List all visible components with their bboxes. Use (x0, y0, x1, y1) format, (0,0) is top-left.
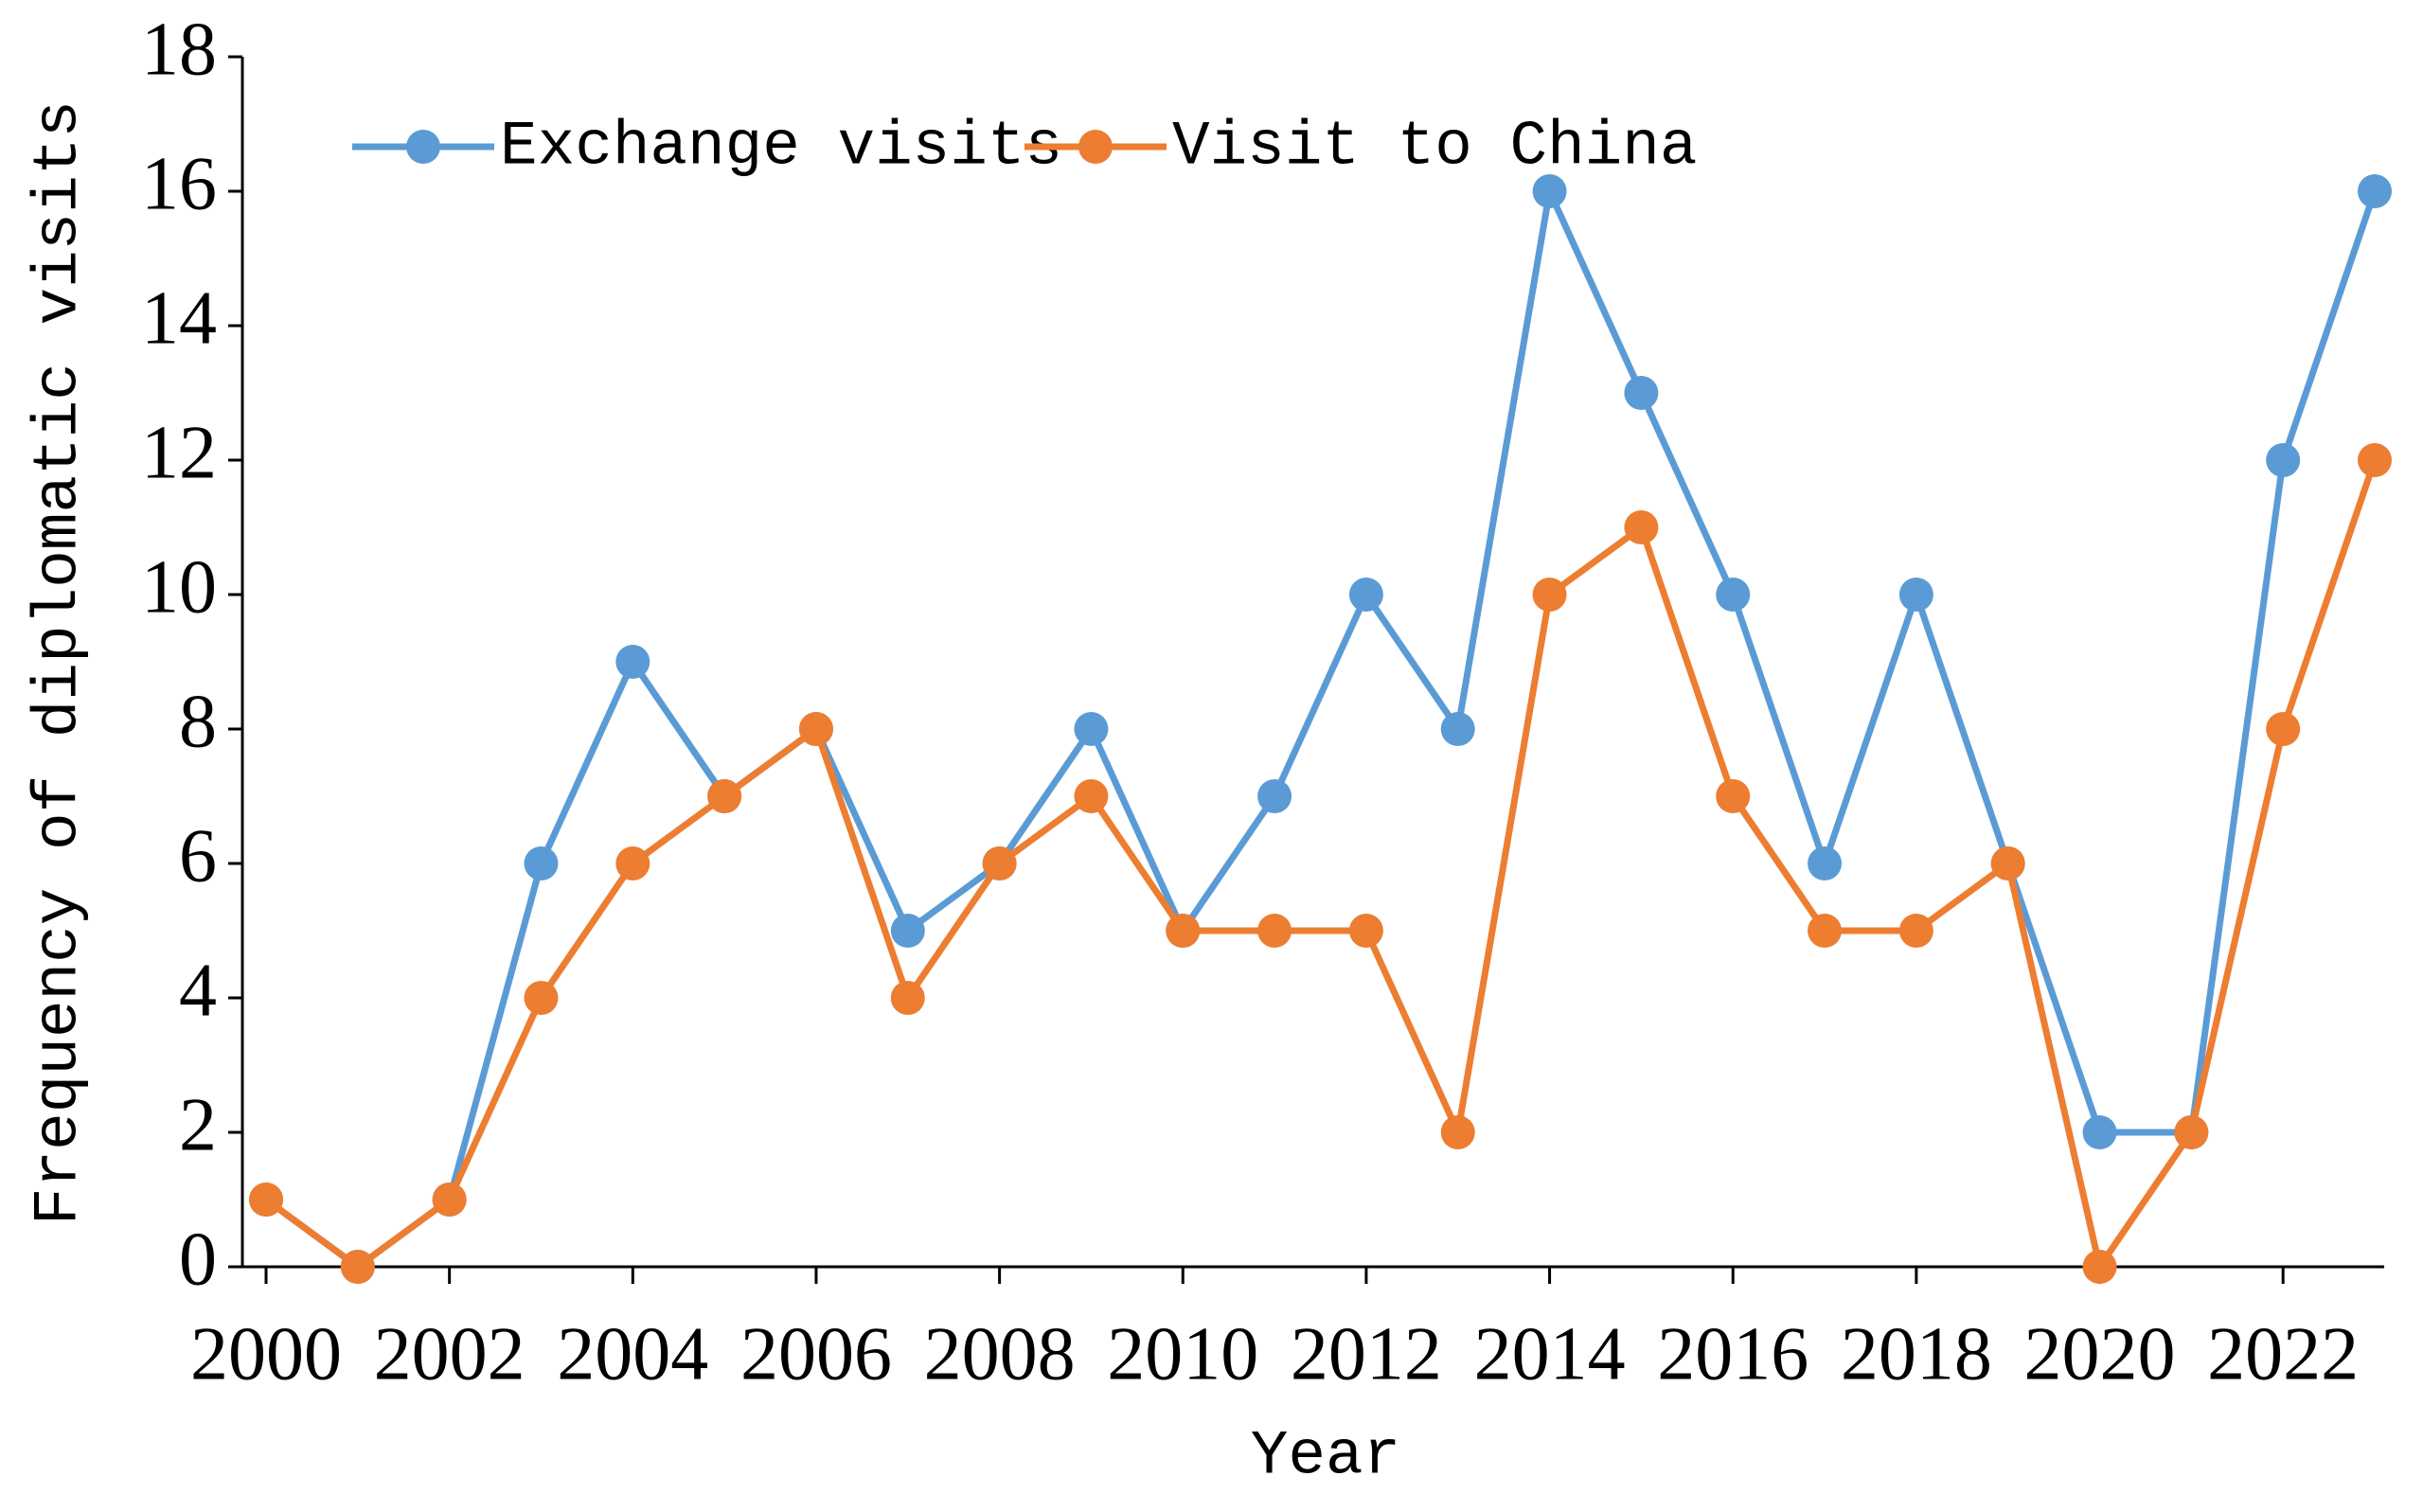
legend-label: Visit to China (1172, 111, 1698, 182)
point (1440, 1115, 1475, 1149)
point (1716, 779, 1751, 813)
point (432, 1183, 467, 1217)
point (2358, 174, 2392, 208)
y-tick-label: 8 (179, 680, 217, 763)
series-line (263, 458, 2378, 1275)
point (1440, 712, 1475, 746)
x-tick-label: 2018 (1841, 1312, 1992, 1396)
legend-marker (1078, 130, 1113, 164)
point (1074, 712, 1109, 746)
point (615, 645, 650, 679)
y-tick-label: 10 (141, 545, 217, 629)
point (1348, 578, 1383, 612)
point (2082, 1115, 2117, 1149)
y-axis-title: Frequency of diplomatic visits (23, 100, 94, 1225)
point (2266, 443, 2301, 477)
series-line (263, 180, 2378, 1272)
point (615, 846, 650, 881)
y-tick-label: 6 (179, 814, 217, 898)
point (2266, 712, 2301, 746)
y-tick-label: 0 (179, 1218, 217, 1301)
point (1348, 914, 1383, 948)
x-tick-label: 2006 (740, 1312, 892, 1396)
point (1808, 846, 1843, 881)
point (1624, 510, 1659, 544)
x-axis-title: Year (1251, 1420, 1400, 1491)
point (707, 779, 742, 813)
y-tick-label: 4 (179, 949, 217, 1032)
y-tick-label: 14 (141, 276, 217, 360)
legend-marker (406, 130, 440, 164)
x-tick-label: 2008 (924, 1312, 1076, 1396)
point (249, 1183, 283, 1217)
y-tick-label: 2 (179, 1083, 217, 1166)
x-tick-label: 2010 (1107, 1312, 1258, 1396)
point (1716, 578, 1751, 612)
point (524, 846, 559, 881)
point (2358, 443, 2392, 477)
point (524, 981, 559, 1015)
point (1166, 914, 1201, 948)
point (982, 846, 1017, 881)
y-tick-label: 12 (141, 411, 217, 494)
x-tick-label: 2014 (1474, 1312, 1626, 1396)
point (1624, 376, 1659, 410)
point (1257, 779, 1292, 813)
x-tick-label: 2022 (2207, 1312, 2359, 1396)
x-tick-label: 2000 (190, 1312, 342, 1396)
point (1808, 914, 1843, 948)
point (1898, 914, 1933, 948)
point (1898, 578, 1933, 612)
x-tick-label: 2004 (557, 1312, 708, 1396)
point (1532, 578, 1567, 612)
point (340, 1250, 375, 1284)
point (1257, 914, 1292, 948)
y-tick-label: 16 (141, 142, 217, 225)
point (2082, 1250, 2117, 1284)
point (1532, 174, 1567, 208)
y-tick-label: 18 (141, 8, 217, 91)
point (1990, 846, 2025, 881)
point (1074, 779, 1109, 813)
legend-label: Exchange visits (500, 111, 1062, 182)
x-tick-label: 2002 (374, 1312, 526, 1396)
point (2174, 1115, 2209, 1149)
x-tick-label: 2020 (2024, 1312, 2176, 1396)
point (798, 712, 833, 746)
point (890, 914, 925, 948)
x-tick-label: 2012 (1291, 1312, 1442, 1396)
x-tick-label: 2016 (1657, 1312, 1808, 1396)
point (890, 981, 925, 1015)
